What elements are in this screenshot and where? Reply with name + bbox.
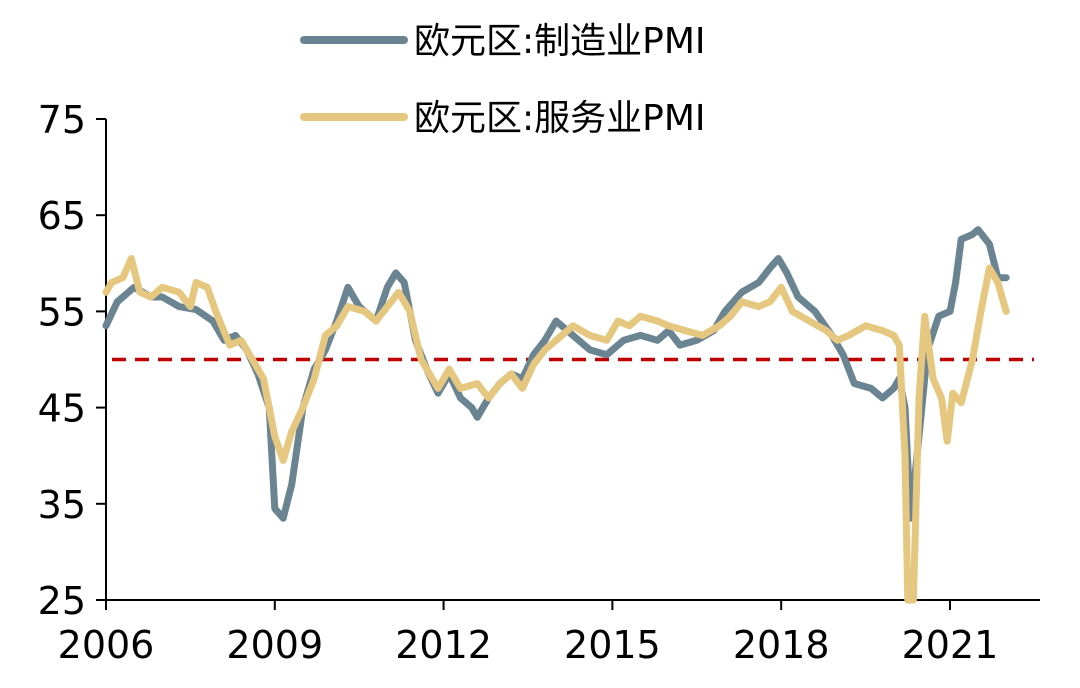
- y-tick-label: 75: [38, 98, 86, 142]
- y-tick-label: 25: [38, 579, 86, 623]
- legend-label-manufacturing: 欧元区:制造业PMI: [414, 21, 706, 62]
- series-group: [102, 226, 1010, 604]
- x-tick-label: 2018: [733, 623, 830, 667]
- y-tick-label: 65: [38, 194, 86, 238]
- legend: 欧元区:制造业PMI 欧元区:服务业PMI: [300, 21, 706, 139]
- x-tick-label: 2006: [58, 623, 155, 667]
- y-tick-label: 55: [38, 290, 86, 334]
- axes: 25 35 45 55 65 75 2006 2009 2012 2015 2018 2021: [38, 98, 1040, 667]
- series-services-pmi: [102, 255, 1010, 604]
- legend-label-services: 欧元区:服务业PMI: [414, 98, 706, 139]
- y-tick-label: 35: [38, 483, 86, 527]
- series-manufacturing-pmi: [102, 226, 1010, 522]
- x-tick-label: 2015: [564, 623, 661, 667]
- y-tick-label: 45: [38, 387, 86, 431]
- x-tick-label: 2021: [902, 623, 999, 667]
- x-tick-label: 2012: [395, 623, 492, 667]
- x-tick-label: 2009: [226, 623, 323, 667]
